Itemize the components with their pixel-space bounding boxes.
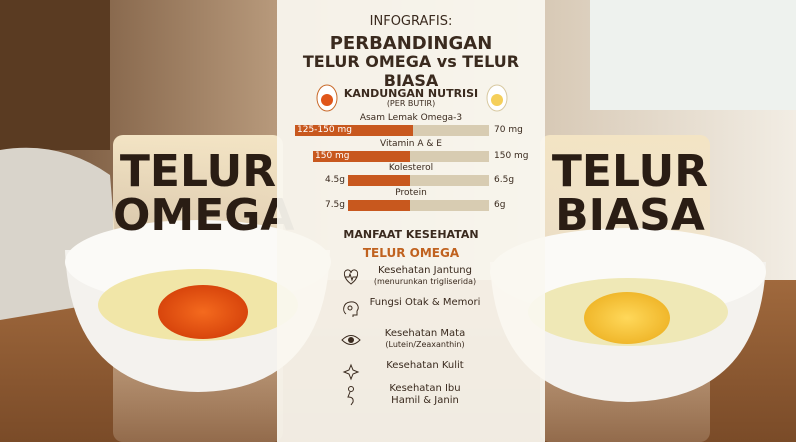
nutrient-name: Kolesterol xyxy=(388,163,434,173)
regular-egg-icon xyxy=(486,84,508,112)
benefit-item: Kesehatan Jantung (menurunkan trigliserid… xyxy=(365,265,485,287)
title: PERBANDINGAN xyxy=(329,33,493,54)
section-subtitle: TELUR OMEGA xyxy=(362,246,460,260)
label-line: TELUR xyxy=(551,146,709,197)
omega-value: 7.5g xyxy=(324,200,345,210)
label-line: OMEGA xyxy=(113,190,295,241)
label-line: TELUR xyxy=(119,146,277,197)
nutrient-name: Protein xyxy=(395,188,427,198)
benefit-item: Fungsi Otak & Memori xyxy=(365,297,485,309)
omega-bar xyxy=(348,200,410,211)
benefit-label: Kesehatan Kulit xyxy=(386,360,464,371)
regular-value: 70 mg xyxy=(494,125,523,135)
regular-value: 150 mg xyxy=(494,151,529,161)
left-label: TELUR OMEGA xyxy=(113,146,295,241)
benefit-icon xyxy=(343,269,359,285)
nutrient-name: Asam Lemak Omega-3 xyxy=(359,113,463,123)
benefit-label: Kesehatan Jantung xyxy=(378,265,472,276)
benefit-note: (Lutein/Zeaxanthin) xyxy=(385,340,465,349)
omega-value: 125-150 mg xyxy=(297,125,352,135)
nutrient-name: Vitamin A & E xyxy=(380,139,442,149)
section-subtitle: (PER BUTIR) xyxy=(386,99,436,108)
section-title: KANDUNGAN NUTRISI xyxy=(343,87,479,100)
benefit-label: Kesehatan Ibu Hamil & Janin xyxy=(389,383,461,406)
benefit-icon xyxy=(342,363,360,381)
omega-egg-icon xyxy=(316,84,338,112)
benefit-note: (menurunkan trigliserida) xyxy=(373,277,477,286)
omega-bar xyxy=(348,175,410,186)
regular-bar xyxy=(410,175,489,186)
benefit-icon xyxy=(343,301,359,317)
section-title: MANFAAT KESEHATAN xyxy=(343,228,479,241)
regular-value: 6.5g xyxy=(494,175,515,185)
info-panel: INFOGRAFIS: PERBANDINGAN TELUR OMEGA vs … xyxy=(277,0,545,442)
right-bowl xyxy=(490,228,766,402)
regular-bar xyxy=(413,125,489,136)
benefit-icon xyxy=(347,386,354,406)
benefit-item: Kesehatan Kulit xyxy=(365,360,485,372)
right-label: TELUR BIASA xyxy=(545,150,715,238)
benefit-icon xyxy=(341,335,361,345)
benefit-label: Kesehatan Mata xyxy=(384,328,466,339)
regular-value: 6g xyxy=(494,200,506,210)
title: TELUR OMEGA vs TELUR BIASA xyxy=(302,52,520,90)
omega-bar xyxy=(313,151,410,162)
left-bowl xyxy=(65,220,331,392)
kicker: INFOGRAFIS: xyxy=(369,14,453,29)
regular-bar xyxy=(410,151,489,162)
omega-value: 4.5g xyxy=(324,175,345,185)
omega-value: 150 mg xyxy=(315,151,350,161)
regular-bar xyxy=(410,200,489,211)
benefit-item: Kesehatan Ibu Hamil & Janin xyxy=(365,383,485,407)
benefit-item: Kesehatan Mata (Lutein/Zeaxanthin) xyxy=(365,328,485,350)
omega-bar xyxy=(295,125,413,136)
label-line: BIASA xyxy=(555,190,705,241)
benefit-label: Fungsi Otak & Memori xyxy=(369,297,481,308)
